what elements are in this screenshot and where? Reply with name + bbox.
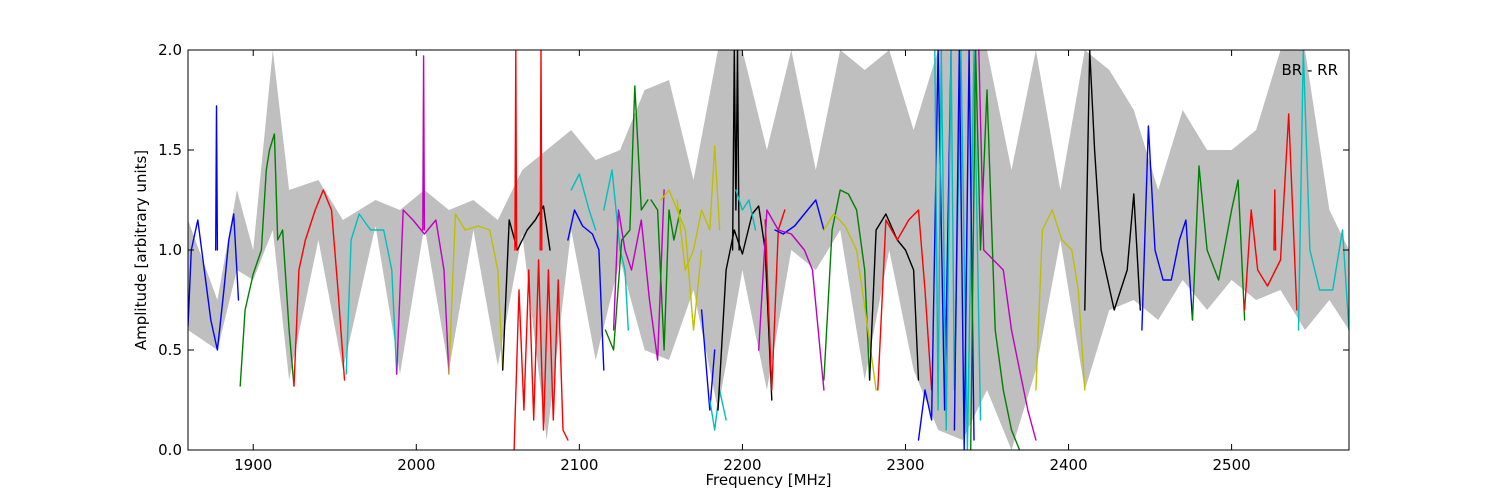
series-line-26 [764, 209, 786, 391]
series-line-40 [1141, 125, 1194, 331]
series-line-9 [502, 205, 551, 371]
series-line-5 [345, 213, 398, 375]
x-tick-label: 1900 [234, 456, 272, 474]
series-line-8 [448, 213, 504, 375]
series-line-42 [1243, 113, 1298, 311]
series-line-13 [567, 209, 605, 371]
x-axis-label: Frequency [MHz] [705, 471, 831, 489]
series-line-44 [1297, 50, 1349, 331]
series-line-21 [700, 309, 716, 411]
series-line-27 [774, 199, 825, 235]
series-line-28 [758, 209, 825, 391]
series-line-12 [539, 50, 543, 251]
y-tick-label: 2.0 [158, 41, 182, 59]
series-line-16 [604, 85, 649, 351]
series-line-39 [1084, 50, 1142, 311]
series-line-34 [934, 50, 982, 450]
tick-layer: 1900 2000 2100 2200 2300 2400 2500 0.0 0.5 1.0 1.5… [158, 41, 1349, 474]
x-tick-label: 2400 [1049, 456, 1087, 474]
series-line-35 [953, 50, 975, 450]
series-line-14 [570, 173, 597, 231]
series-line-18 [650, 199, 682, 351]
series-line-2 [214, 105, 219, 251]
series-line-4 [293, 189, 346, 387]
series-layer [188, 50, 1349, 450]
series-line-29 [823, 189, 871, 381]
series-line-32 [877, 209, 933, 391]
series-line-37 [978, 50, 1037, 441]
series-line-30 [823, 213, 877, 391]
x-tick-label: 2500 [1213, 456, 1251, 474]
x-tick-label: 2300 [886, 456, 924, 474]
series-line-10 [513, 259, 569, 450]
y-axis-label: Amplitude [arbitrary units] [132, 150, 150, 350]
series-line-7 [422, 55, 426, 231]
y-tick-label: 0.5 [158, 341, 182, 359]
series-line-23 [717, 205, 773, 411]
x-tick-label: 2200 [723, 456, 761, 474]
x-tick-label: 2100 [560, 456, 598, 474]
background-envelope-band [188, 50, 1349, 450]
series-line-19 [660, 189, 703, 331]
background-band-layer [188, 50, 1349, 450]
series-line-20 [676, 145, 721, 271]
series-line-11 [514, 50, 518, 251]
y-tick-label: 1.5 [158, 141, 182, 159]
x-tick-label: 2000 [397, 456, 435, 474]
series-line-38 [1035, 209, 1086, 391]
series-line-3 [239, 133, 295, 387]
annotation-label: BR - RR [1281, 61, 1338, 79]
series-line-6 [396, 209, 450, 375]
y-tick-label: 1.0 [158, 241, 182, 259]
y-tick-label: 0.0 [158, 441, 182, 459]
series-line-15 [603, 169, 629, 331]
series-line-17 [612, 189, 665, 361]
series-line-41 [1191, 165, 1246, 321]
series-line-24 [731, 50, 740, 251]
series-line-22 [709, 389, 727, 431]
series-line-36 [970, 50, 1021, 450]
series-line-25 [735, 189, 757, 231]
series-line-43 [1273, 189, 1277, 251]
series-line-1 [188, 213, 240, 351]
